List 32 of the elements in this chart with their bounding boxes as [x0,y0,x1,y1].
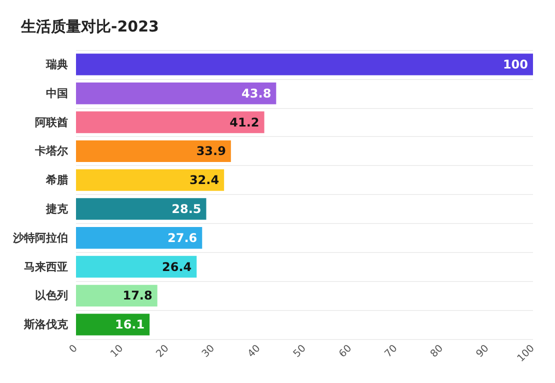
x-tick-label: 90 [474,343,492,360]
y-tick-label: 瑞典 [45,58,68,71]
x-tick-label: 20 [154,343,172,360]
chart-title: 生活质量对比-2023 [20,18,159,36]
data-label: 41.2 [230,115,260,130]
x-tick-label: 0 [68,343,80,356]
x-tick-label: 30 [200,343,217,360]
y-tick-label: 卡塔尔 [34,144,69,158]
y-tick-label: 沙特阿拉伯 [12,231,68,244]
y-tick-label: 马来西亚 [24,260,68,274]
y-tick-label: 捷克 [45,202,69,216]
data-label: 28.5 [172,202,202,216]
x-tick-label: 80 [428,343,446,360]
y-tick-label: 中国 [46,86,68,100]
x-tick-label: 10 [108,343,126,360]
data-label: 33.9 [196,144,226,158]
x-tick-label: 70 [383,343,400,360]
x-tick-label: 60 [337,343,354,360]
data-label: 43.8 [242,86,272,100]
y-tick-label: 斯洛伐克 [23,318,69,332]
data-label: 100 [502,57,528,72]
data-label: 26.4 [162,260,192,274]
data-label: 27.6 [168,230,198,245]
data-label: 32.4 [189,173,220,188]
data-label: 16.1 [114,318,145,332]
y-tick-label: 阿联酋 [35,116,68,129]
y-tick-label: 希腊 [45,174,68,187]
x-tick-label: 100 [516,343,537,364]
x-tick-label: 50 [292,343,308,360]
x-tick-label: 40 [246,343,263,360]
y-tick-label: 以色列 [35,289,68,302]
data-label: 17.8 [122,288,152,303]
